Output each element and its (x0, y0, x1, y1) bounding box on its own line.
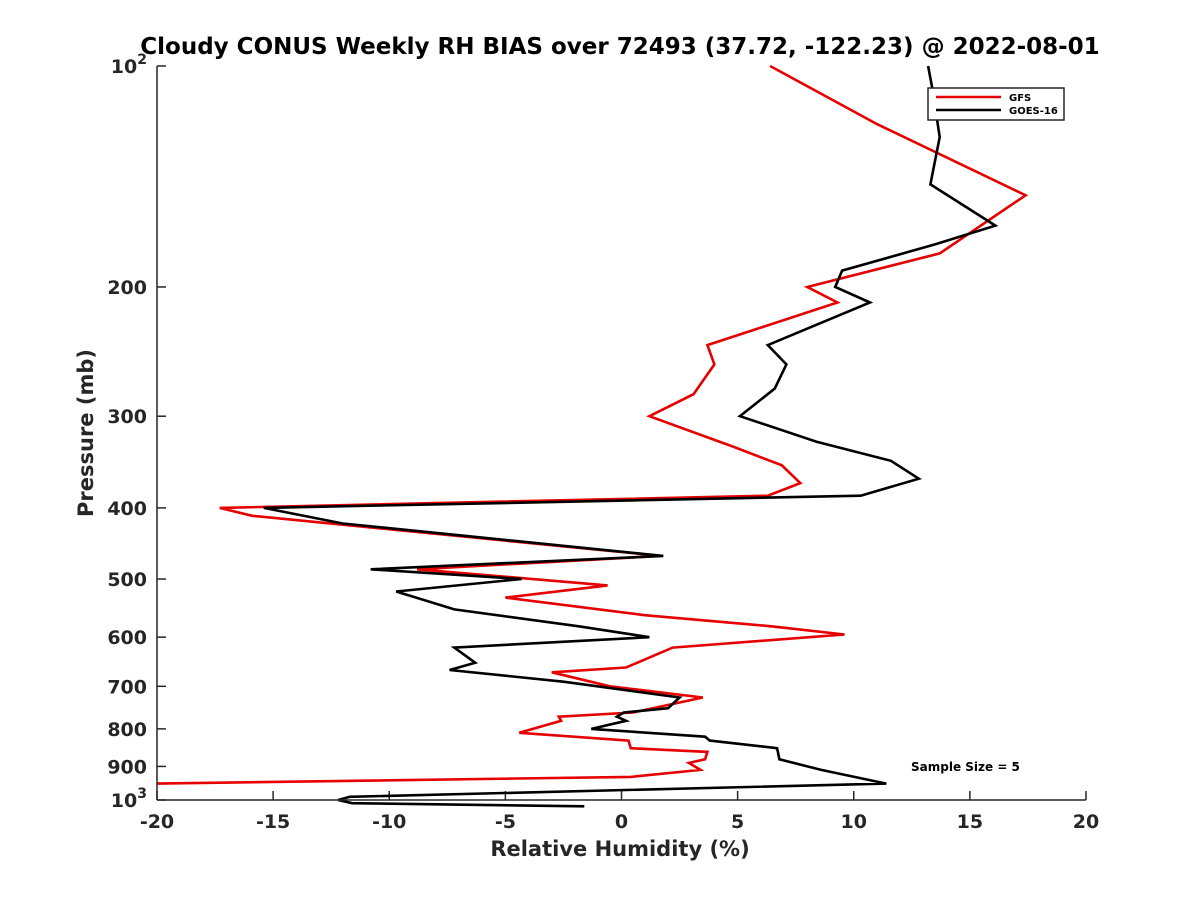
x-tick-label: 10 (841, 811, 867, 833)
x-tick-label: 5 (731, 811, 744, 833)
x-tick-label: -10 (372, 811, 406, 833)
x-tick-label: -20 (140, 811, 174, 833)
x-tick-label: 0 (615, 811, 628, 833)
x-tick-label: -5 (495, 811, 516, 833)
chart-title: Cloudy CONUS Weekly RH BIAS over 72493 (… (140, 34, 1099, 60)
series-line-goes-16 (263, 65, 999, 808)
y-tick-label: 800 (107, 719, 147, 741)
x-tick-label: 15 (957, 811, 983, 833)
x-axis-label: Relative Humidity (%) (490, 837, 749, 861)
legend: GFS GOES-16 (927, 87, 1065, 121)
series-line-gfs (157, 64, 1029, 785)
x-tick-label: 20 (1073, 811, 1099, 833)
y-tick-label: 400 (107, 498, 147, 520)
legend-entry-label: GFS (1009, 93, 1031, 104)
y-tick-label: 700 (107, 676, 147, 698)
y-axis-ticks: 102 200 300 400 500 600 700 800 900 103 (107, 52, 166, 812)
y-tick-label: 600 (107, 627, 147, 649)
x-axis-ticks: -20 -15 -10 -5 0 5 10 15 20 (140, 791, 1099, 833)
y-tick-label: 300 (107, 406, 147, 428)
legend-box (927, 87, 1065, 121)
y-tick-label: 102 (111, 52, 147, 78)
y-tick-label: 200 (107, 277, 147, 299)
legend-entry-label: GOES-16 (1009, 106, 1058, 117)
y-tick-label: 900 (107, 756, 147, 778)
series-layer (157, 64, 1029, 808)
y-axis-label: Pressure (mb) (74, 349, 98, 517)
y-tick-label: 500 (107, 569, 147, 591)
sample-size-annotation: Sample Size = 5 (911, 760, 1020, 774)
y-tick-label: 103 (111, 786, 147, 812)
x-tick-label: -15 (256, 811, 290, 833)
